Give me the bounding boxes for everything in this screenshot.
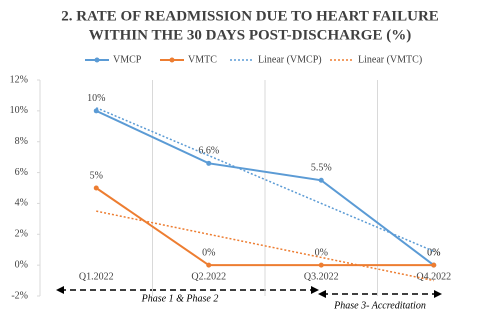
data-label: 10%	[87, 93, 105, 104]
point	[318, 177, 324, 183]
data-label: 6.6%	[198, 146, 219, 157]
legend-marker	[169, 57, 175, 63]
data-label: 0%	[315, 247, 328, 258]
x-tick-label: Q4.2022	[416, 271, 451, 282]
legend-label: Linear (VMCP)	[258, 54, 322, 65]
arrow-head	[311, 286, 319, 294]
arrow-head	[434, 290, 442, 298]
y-tick-label: 10%	[10, 105, 28, 116]
y-tick-label: 8%	[15, 136, 28, 147]
point	[318, 262, 324, 268]
y-tick-label: 12%	[10, 74, 28, 85]
legend-label: VMTC	[188, 54, 217, 65]
x-tick-label: Q3.2022	[304, 271, 339, 282]
data-label: 0%	[427, 247, 440, 258]
arrow-head	[318, 290, 326, 298]
arrow-head	[56, 286, 64, 294]
annotation: Phase 3- Accreditation	[333, 300, 426, 311]
data-label: 5.5%	[311, 163, 332, 174]
y-tick-label: 6%	[15, 167, 28, 178]
trend-line	[95, 107, 435, 252]
legend-marker	[94, 57, 100, 63]
y-tick-label: 2%	[15, 229, 28, 240]
legend-label: Linear (VMTC)	[358, 54, 422, 65]
annotation: Phase 1 & Phase 2	[141, 293, 219, 304]
data-label: 0%	[427, 247, 440, 258]
y-tick-label: 4%	[15, 198, 28, 209]
point	[93, 185, 99, 191]
series-line	[95, 187, 434, 267]
chart-title: WITHIN THE 30 DAYS POST-DISCHARGE (%)	[89, 27, 411, 43]
trend-line	[96, 210, 434, 282]
y-tick-label: -2%	[11, 290, 28, 301]
series-line	[95, 109, 435, 266]
data-label: 0%	[202, 247, 215, 258]
point	[206, 262, 212, 268]
chart-title: 2. RATE OF READMISSION DUE TO HEART FAIL…	[61, 8, 439, 24]
y-tick-label: 0%	[15, 259, 28, 270]
point	[431, 262, 437, 268]
x-tick-label: Q2.2022	[191, 271, 226, 282]
point	[206, 160, 212, 166]
data-label: 5%	[90, 170, 103, 181]
legend-label: VMCP	[113, 54, 142, 65]
x-tick-label: Q1.2022	[79, 271, 114, 282]
point	[93, 108, 99, 114]
